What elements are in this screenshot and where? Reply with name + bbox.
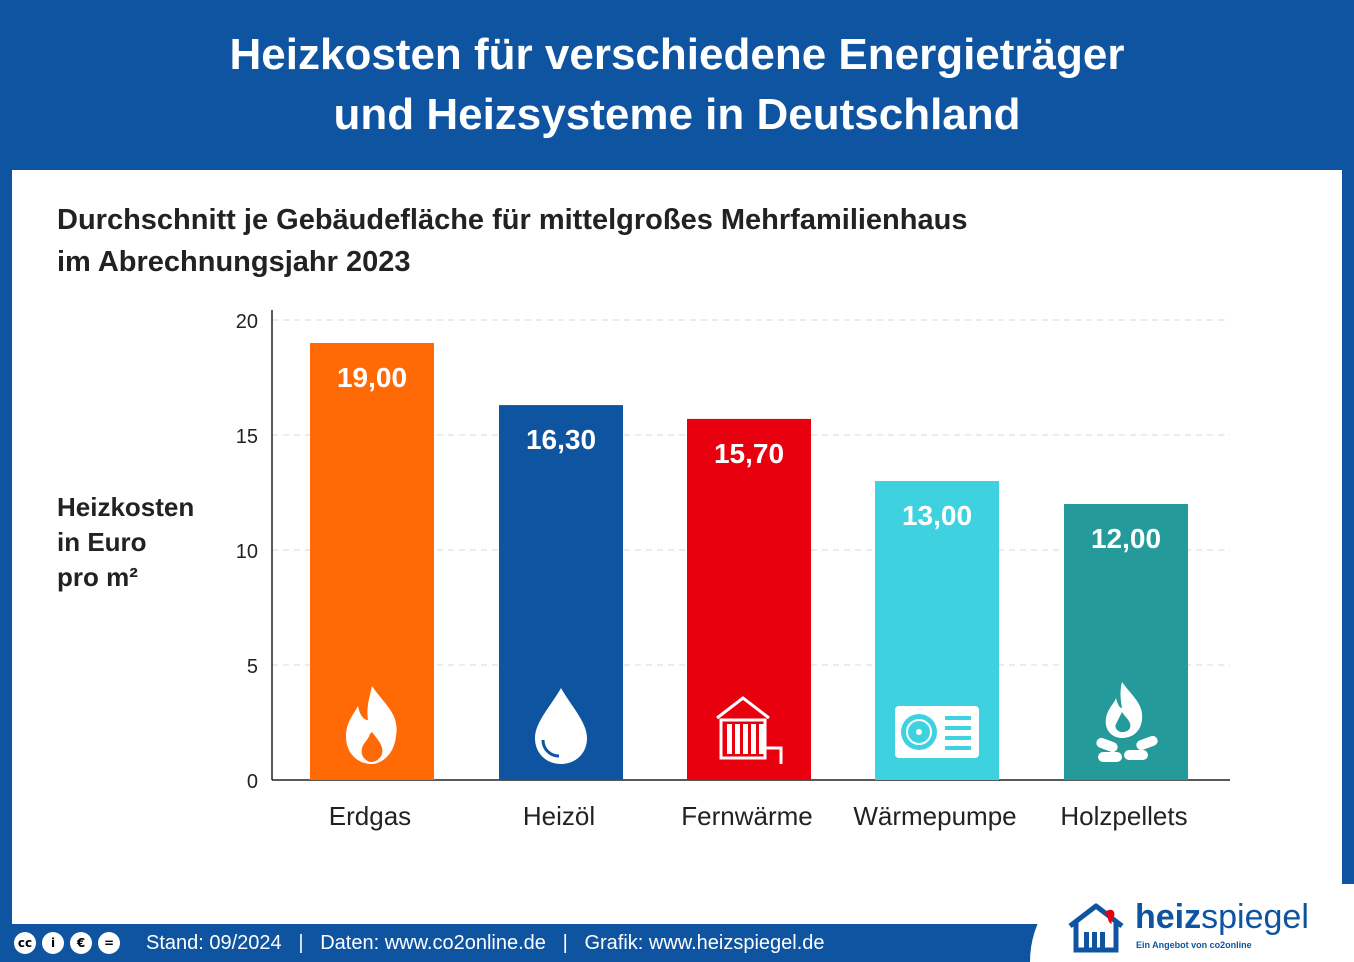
- attribution-icon: i: [42, 932, 64, 954]
- x-category-label: Holzpellets: [1060, 801, 1187, 831]
- subtitle-line-2: im Abrechnungsjahr 2023: [57, 246, 411, 278]
- y-tick-label: 10: [236, 541, 258, 563]
- subtitle-line-1: Durchschnitt je Gebäudefläche für mittel…: [57, 204, 968, 236]
- footer-credits: Stand: 09/2024 | Daten: www.co2online.de…: [146, 932, 825, 954]
- logo-tagline: Ein Angebot von co2online: [1136, 940, 1252, 950]
- noderivatives-icon: =: [98, 932, 120, 954]
- title-line-1: Heizkosten für verschiedene Energieträge…: [229, 30, 1125, 79]
- x-category-label: Fernwärme: [681, 801, 812, 831]
- y-tick-label: 0: [247, 771, 258, 793]
- bar-value-label: 19,00: [337, 362, 407, 393]
- house-radiator-icon: [1068, 903, 1124, 953]
- noncommercial-icon: €: [70, 932, 92, 954]
- y-axis-label-line-1: Heizkosten: [57, 492, 195, 522]
- flame-icon: [346, 686, 397, 764]
- y-axis-label-line-3: pro m²: [57, 562, 138, 592]
- chart-panel: Durchschnitt je Gebäudefläche für mittel…: [12, 170, 1342, 924]
- header-banner: Heizkosten für verschiedene Energieträge…: [0, 0, 1354, 170]
- y-tick-label: 20: [236, 311, 258, 333]
- heat-pump-icon: [895, 706, 979, 758]
- bar-value-label: 16,30: [526, 424, 596, 455]
- heizspiegel-logo: heizspiegel Ein Angebot von co2online: [1030, 884, 1354, 962]
- x-category-label: Erdgas: [329, 801, 411, 831]
- title-line-2: und Heizsysteme in Deutschland: [333, 90, 1021, 139]
- bar-chart: 0 5 10 15 20 19,00 Erdgas 16,30 Heizöl 15,70 Fernw…: [236, 310, 1230, 831]
- y-tick-label: 15: [236, 426, 258, 448]
- x-category-label: Wärmepumpe: [853, 801, 1016, 831]
- logo-word-regular: spiegel: [1201, 898, 1309, 936]
- radiator-icon: [716, 696, 783, 764]
- cc-license-icon: cc: [14, 932, 36, 954]
- bar-fernwärme: [687, 418, 811, 780]
- y-axis-label-line-2: in Euro: [57, 527, 147, 557]
- bar-value-label: 15,70: [714, 438, 784, 469]
- x-category-label: Heizöl: [523, 801, 595, 831]
- y-tick-label: 5: [247, 656, 258, 678]
- wood-fire-icon: [1096, 682, 1158, 762]
- bar-value-label: 13,00: [902, 500, 972, 531]
- logo-word-bold: heiz: [1135, 898, 1202, 936]
- logo-wordmark: heizspiegel: [1135, 898, 1309, 937]
- bar-value-label: 12,00: [1091, 523, 1161, 554]
- oil-drop-icon: [535, 688, 587, 764]
